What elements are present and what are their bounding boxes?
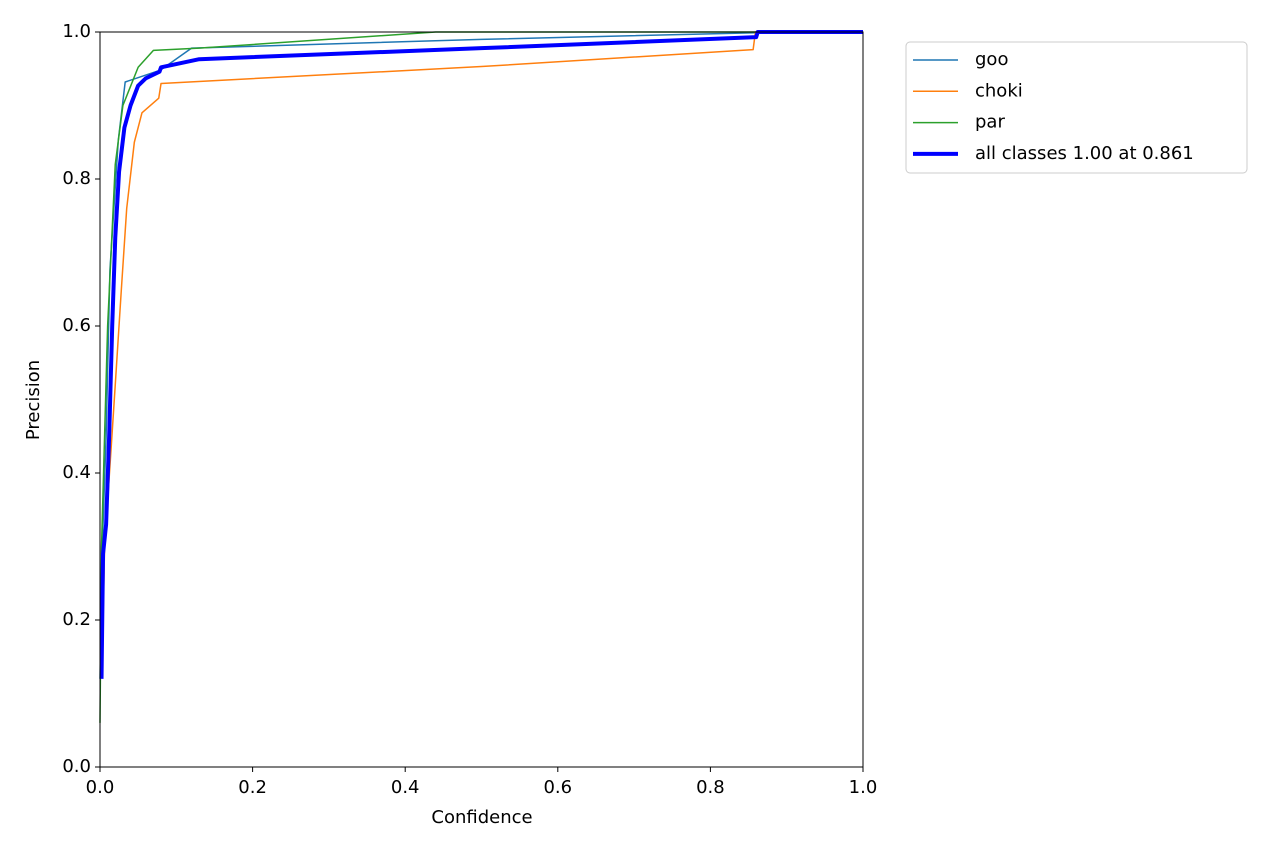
legend-label: par [975, 112, 1005, 133]
y-tick-label: 0.6 [62, 315, 91, 336]
x-tick-label: 0.0 [86, 777, 115, 798]
y-tick-label: 1.0 [62, 21, 91, 42]
x-tick-label: 0.8 [696, 777, 725, 798]
y-tick-label: 0.2 [62, 609, 91, 630]
x-tick-label: 1.0 [849, 777, 878, 798]
x-tick-label: 0.2 [238, 777, 267, 798]
plot-frame [99, 31, 864, 768]
legend-label: all classes 1.00 at 0.861 [975, 143, 1194, 164]
y-tick-label: 0.4 [62, 462, 91, 483]
line-series [101, 31, 863, 657]
y-axis-label: Precision [23, 360, 44, 440]
x-tick-label: 0.4 [391, 777, 420, 798]
x-tick-label: 0.6 [543, 777, 572, 798]
line-series [99, 31, 863, 679]
legend-label: choki [975, 80, 1023, 101]
line-series [99, 30, 863, 679]
legend-box [905, 41, 1248, 174]
y-tick-label: 0.0 [62, 756, 91, 777]
x-axis-label: Confidence [431, 807, 532, 828]
y-tick-label: 0.8 [62, 168, 91, 189]
legend-label: goo [975, 49, 1008, 70]
line-series [99, 31, 863, 723]
